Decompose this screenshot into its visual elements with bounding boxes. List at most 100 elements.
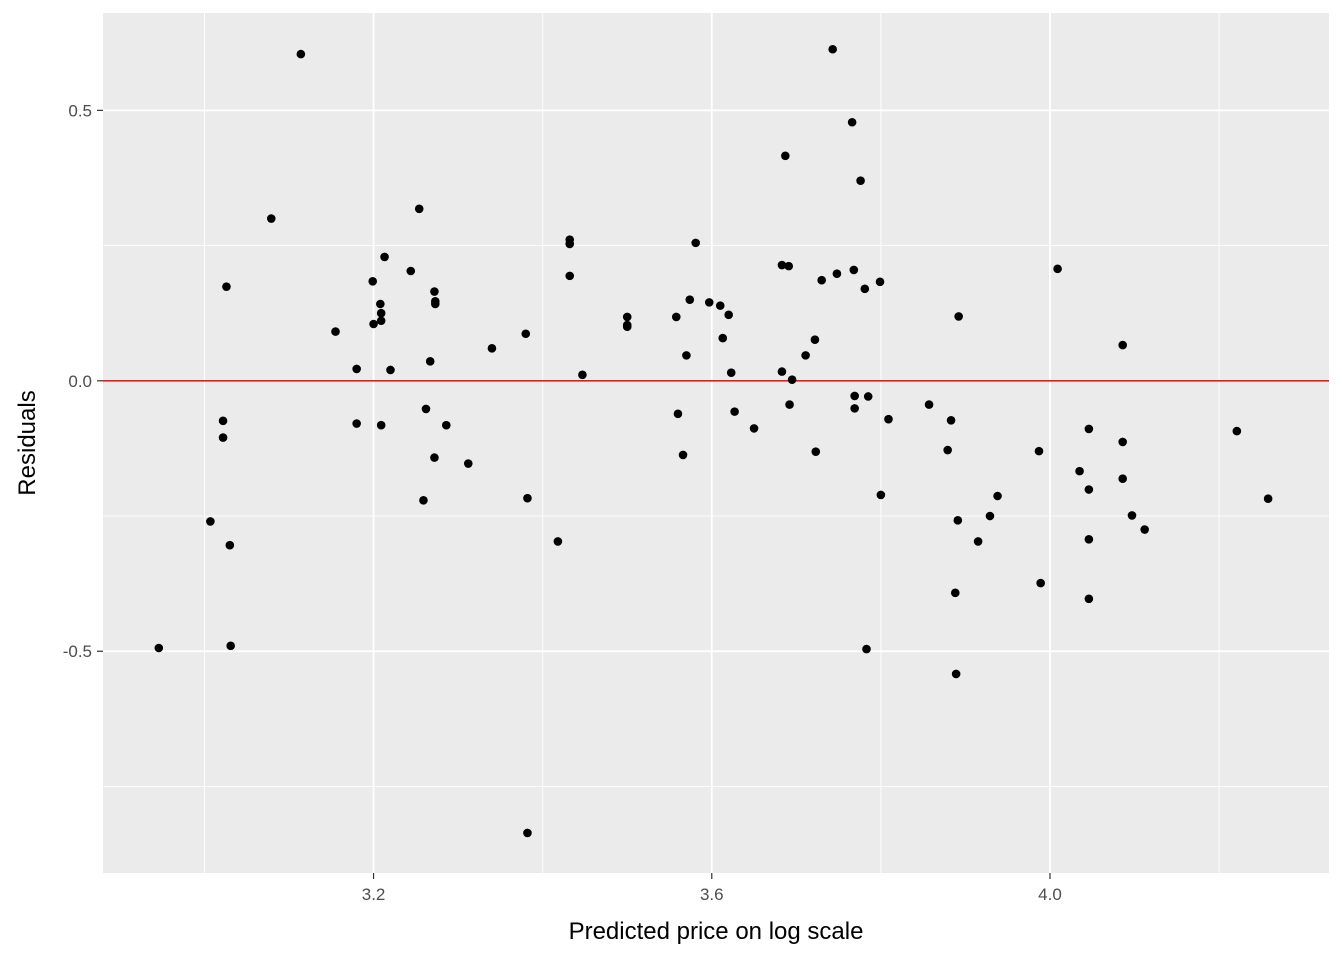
- y-tick-label: 0.5: [68, 101, 92, 120]
- plot-panel: [103, 13, 1329, 873]
- data-point: [777, 367, 787, 376]
- data-point: [951, 669, 961, 679]
- data-point: [430, 296, 440, 306]
- data-point: [1036, 578, 1045, 588]
- data-point: [924, 400, 934, 409]
- data-point: [715, 301, 725, 310]
- data-point: [523, 828, 532, 838]
- data-point: [368, 276, 378, 286]
- y-axis-title: Residuals: [14, 390, 41, 495]
- data-point: [1118, 437, 1127, 447]
- data-point: [860, 284, 870, 294]
- data-point: [817, 275, 826, 285]
- data-point: [950, 588, 960, 598]
- data-point: [430, 453, 439, 462]
- data-point: [785, 400, 794, 409]
- minor-gridlines: [103, 13, 1329, 873]
- data-point: [553, 537, 563, 546]
- data-point: [849, 265, 859, 275]
- data-point: [1053, 264, 1062, 274]
- data-point: [419, 496, 428, 505]
- data-point: [985, 511, 995, 521]
- data-point: [218, 416, 228, 426]
- data-point: [1084, 594, 1094, 604]
- data-point: [943, 445, 952, 455]
- data-point: [811, 447, 821, 456]
- y-tick-label: 0.0: [68, 372, 92, 391]
- data-point: [856, 176, 865, 185]
- data-point: [704, 298, 714, 307]
- data-point: [222, 282, 231, 291]
- data-point: [673, 409, 683, 419]
- data-point: [828, 44, 837, 54]
- data-point: [953, 516, 963, 525]
- data-point: [218, 433, 228, 442]
- data-point: [884, 414, 893, 424]
- data-point: [993, 491, 1002, 501]
- data-point: [376, 420, 386, 430]
- x-axis-tick-labels: 3.2 3.6 4.0: [362, 885, 1062, 904]
- data-point: [376, 308, 386, 318]
- data-point: [946, 415, 956, 425]
- data-point: [425, 357, 435, 366]
- data-point: [1232, 426, 1242, 436]
- data-point: [749, 424, 759, 433]
- data-point: [784, 261, 794, 271]
- data-point: [376, 316, 386, 326]
- data-point: [1263, 494, 1273, 504]
- data-point: [386, 365, 395, 375]
- data-point: [730, 407, 739, 416]
- data-point: [685, 295, 695, 304]
- data-point: [523, 493, 532, 503]
- data-point: [847, 117, 857, 127]
- data-points: [154, 44, 1273, 838]
- data-point: [622, 322, 632, 332]
- data-point: [862, 644, 871, 654]
- data-point: [832, 269, 842, 279]
- data-point: [331, 327, 340, 336]
- data-point: [380, 252, 389, 262]
- data-point: [206, 517, 215, 526]
- data-point: [521, 329, 531, 339]
- data-point: [1140, 525, 1149, 534]
- x-tick-label: 3.2: [362, 885, 386, 904]
- data-point: [296, 49, 306, 59]
- data-point: [973, 537, 983, 546]
- data-point: [691, 238, 701, 248]
- data-point: [226, 641, 235, 651]
- data-point: [726, 368, 736, 377]
- data-point: [1127, 511, 1137, 520]
- data-point: [622, 312, 632, 322]
- x-axis-ticks: [372, 873, 1051, 879]
- data-point: [718, 333, 728, 343]
- data-point: [682, 351, 691, 360]
- data-point: [154, 643, 164, 653]
- data-point: [369, 319, 378, 329]
- data-point: [724, 310, 733, 320]
- data-point: [678, 450, 688, 460]
- data-point: [421, 404, 431, 414]
- data-point: [876, 490, 886, 500]
- data-point: [954, 312, 963, 321]
- data-point: [565, 239, 575, 249]
- data-point: [225, 540, 235, 550]
- data-point: [1084, 485, 1094, 494]
- data-point: [863, 392, 873, 401]
- data-point: [352, 419, 361, 428]
- data-point: [850, 391, 859, 401]
- data-point: [430, 287, 439, 296]
- data-point: [565, 271, 575, 281]
- data-point: [801, 351, 810, 360]
- data-point: [787, 375, 797, 385]
- y-axis-ticks: [97, 109, 103, 652]
- data-point: [414, 204, 424, 214]
- y-tick-label: -0.5: [63, 642, 92, 661]
- data-point: [1075, 466, 1084, 476]
- y-axis-tick-labels: 0.5 0.0 -0.5: [63, 101, 92, 661]
- data-point: [810, 335, 820, 344]
- data-point: [875, 277, 885, 287]
- data-point: [1084, 424, 1094, 434]
- data-point: [578, 370, 587, 380]
- data-point: [376, 299, 385, 309]
